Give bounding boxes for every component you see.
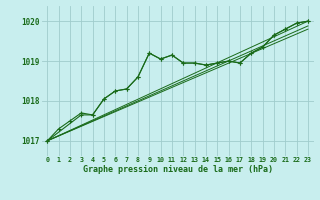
- X-axis label: Graphe pression niveau de la mer (hPa): Graphe pression niveau de la mer (hPa): [83, 165, 273, 174]
